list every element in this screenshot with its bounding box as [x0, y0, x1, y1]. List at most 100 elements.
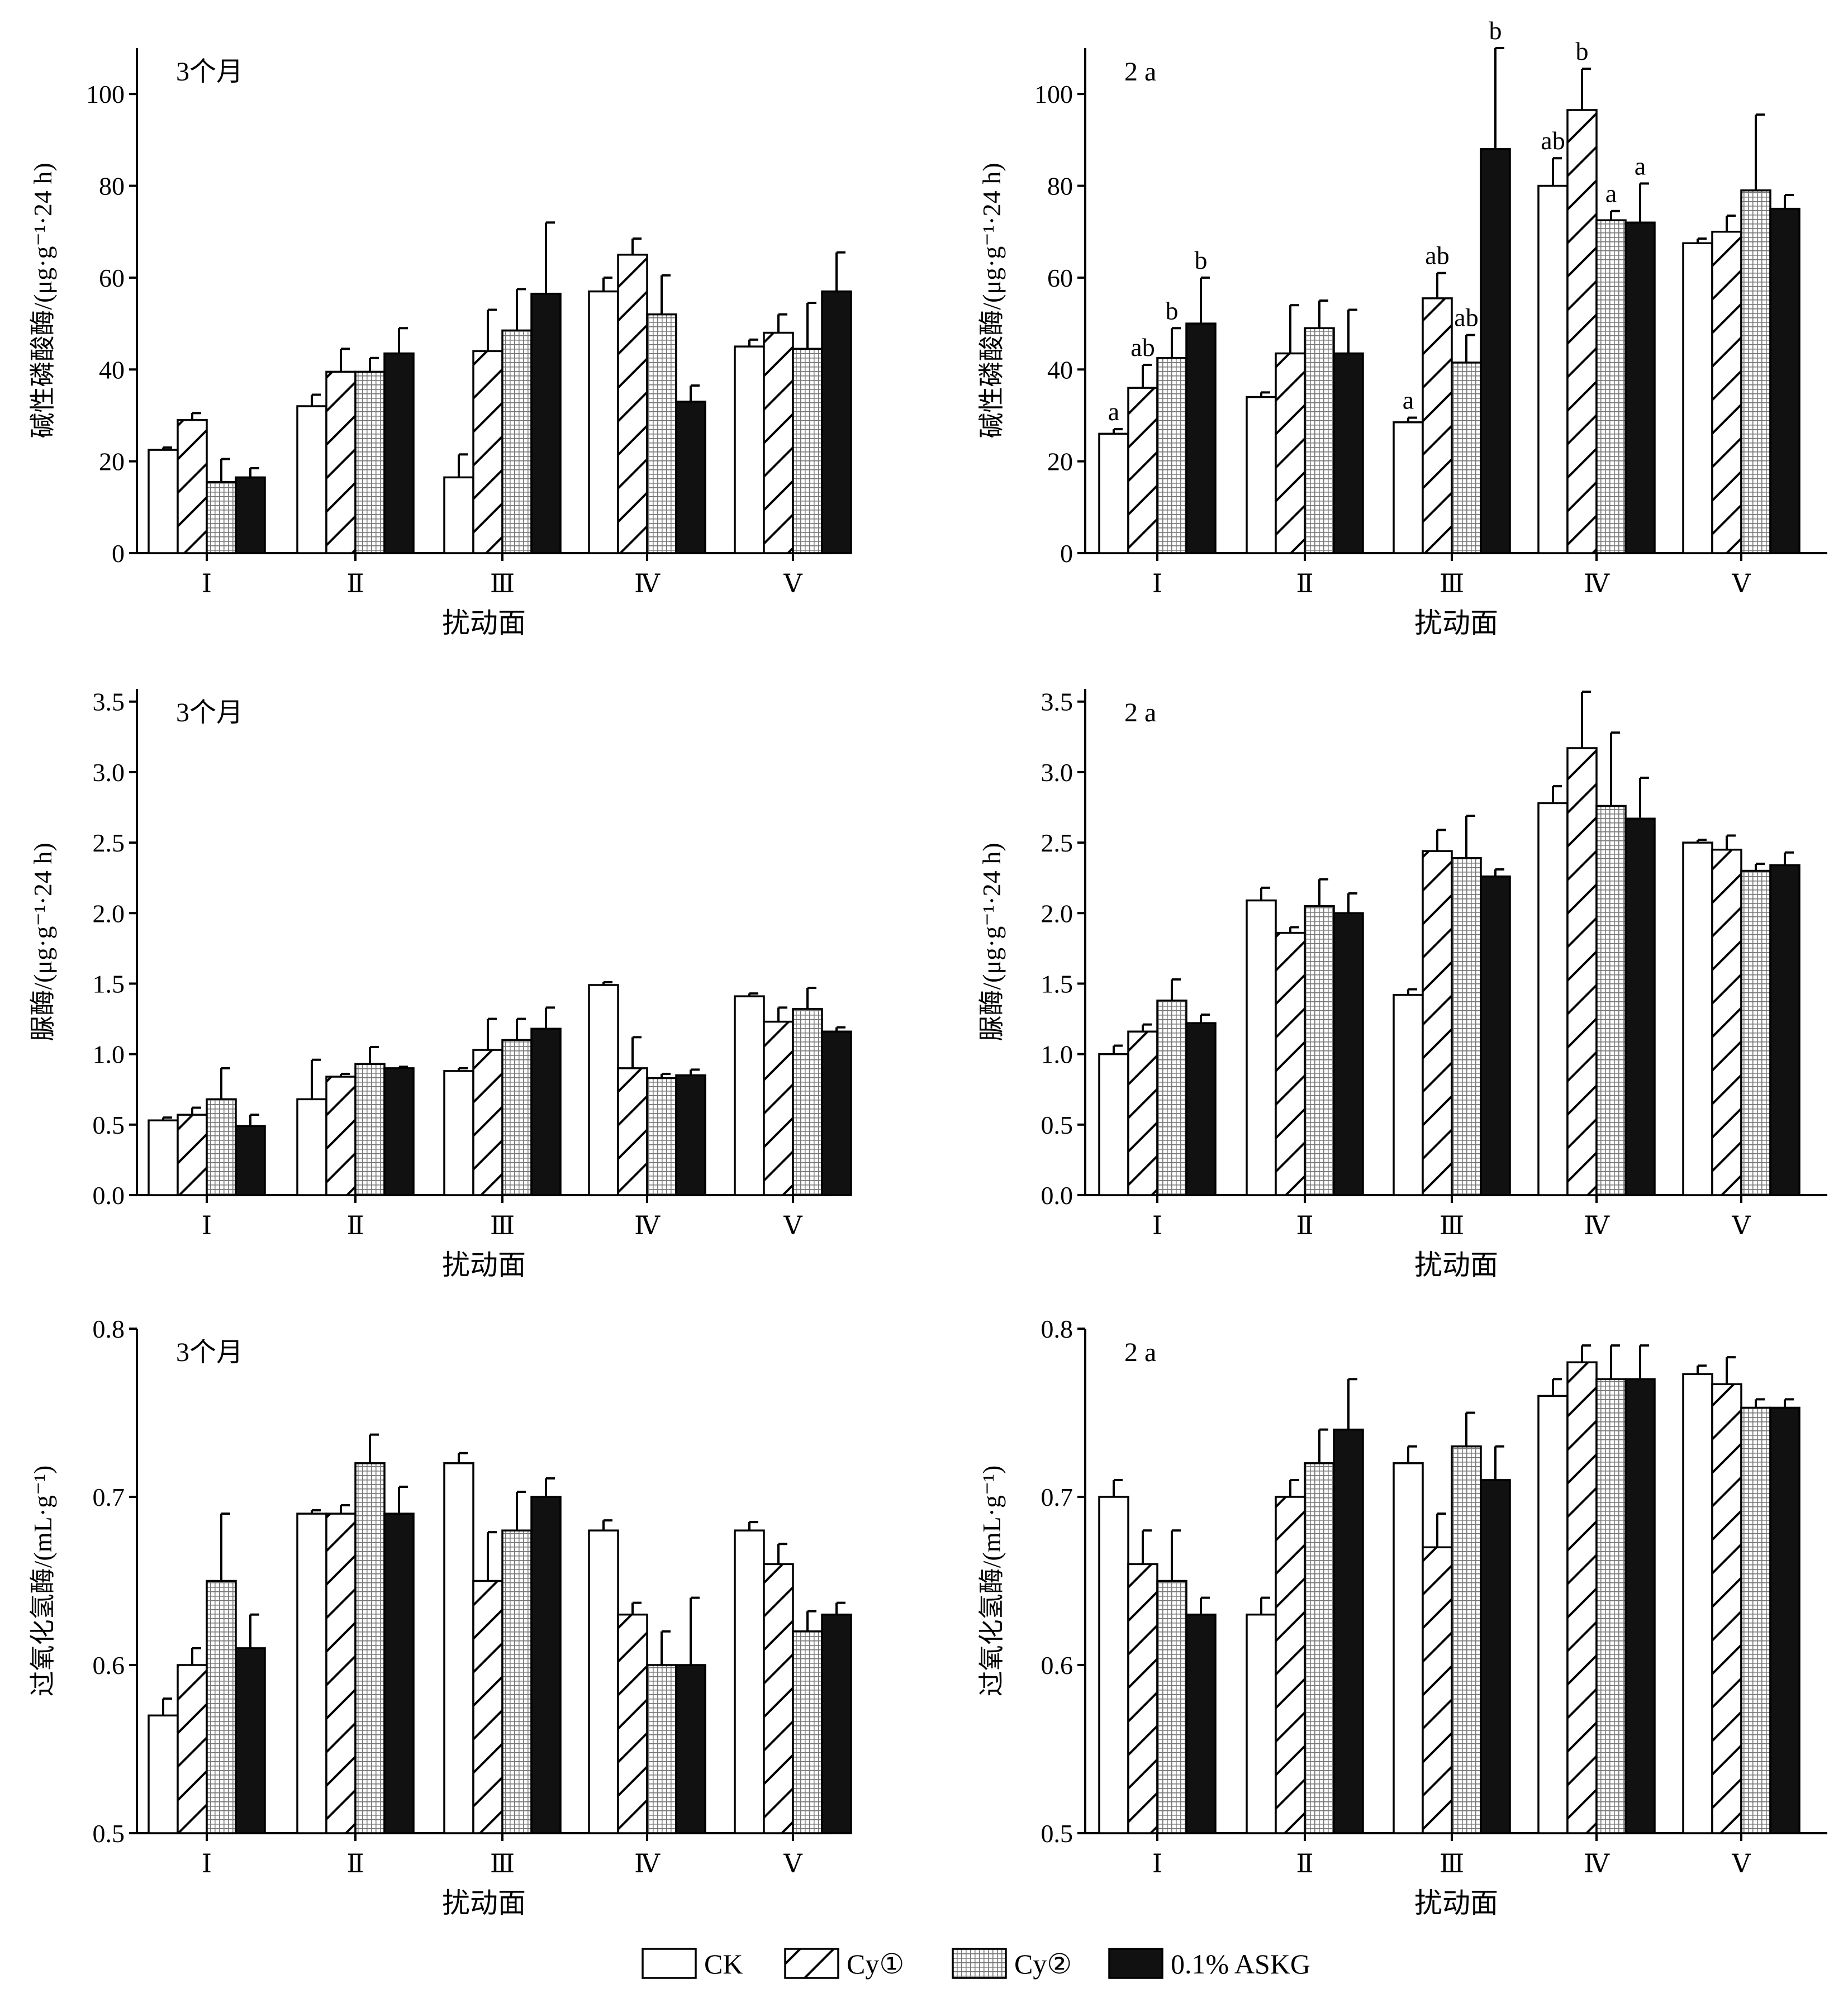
x-tick-label: Ⅰ — [1152, 1849, 1162, 1878]
bar-cy- — [1740, 189, 1771, 554]
y-tick-label: 100 — [1034, 80, 1073, 108]
panel-tag: 2 a — [1124, 57, 1156, 87]
bar-cy- — [1422, 1546, 1453, 1834]
y-tick-label: 3.5 — [93, 688, 125, 716]
bar-0-1-askg — [235, 476, 266, 554]
y-axis-label: 过氧化氢酶/(mL·g⁻¹) — [977, 1466, 1006, 1697]
bar-0-1-askg — [1769, 864, 1801, 1196]
bar-ck — [1098, 1053, 1129, 1196]
x-axis-label: 扰动面 — [442, 1887, 526, 1919]
x-axis-label: 扰动面 — [1414, 607, 1498, 639]
bar-cy- — [646, 1077, 677, 1196]
y-axis-label: 脲酶/(μg·g⁻¹·24 h) — [977, 843, 1006, 1041]
bar-0-1-askg — [675, 1664, 706, 1834]
bar-cy- — [325, 1512, 357, 1834]
x-tick-label: Ⅲ — [1440, 569, 1464, 598]
bar-ck — [443, 1070, 474, 1196]
x-tick-label: Ⅴ — [783, 569, 802, 598]
x-tick-label: Ⅱ — [1296, 1211, 1313, 1240]
x-tick-label: Ⅰ — [1152, 1211, 1162, 1240]
panel-tag: 2 a — [1124, 1338, 1156, 1367]
bar-cy- — [501, 1529, 533, 1834]
bar-cy- — [1156, 1580, 1187, 1834]
bar-cy- — [472, 1049, 503, 1196]
bar-cy- — [1304, 327, 1335, 554]
legend-label: Cy② — [1014, 1948, 1072, 1980]
bar-cy- — [325, 370, 357, 554]
bar-0-1-askg — [1624, 221, 1656, 554]
legend-label: CK — [704, 1948, 743, 1980]
legend-label: Cy① — [847, 1948, 904, 1980]
bar-ck — [148, 449, 179, 554]
bar-0-1-askg — [530, 292, 562, 554]
bar-ck — [1682, 242, 1713, 554]
y-tick-label: 0.5 — [1041, 1819, 1073, 1848]
bar-cy- — [1711, 230, 1742, 554]
bar-ck — [1246, 899, 1277, 1196]
x-tick-label: Ⅴ — [783, 1849, 802, 1878]
bar-cy- — [1740, 1406, 1771, 1834]
panel-tag: 3个月 — [176, 698, 243, 727]
bar-ck — [1098, 1496, 1129, 1834]
x-tick-label: Ⅰ — [202, 1211, 212, 1240]
chart-panel: 0.0 0.5 1.0 1.5 2.0 2.5 3.0 3.5 Ⅰ Ⅱ Ⅲ Ⅳ Ⅴ 3个月脲酶/(μg·g… — [28, 688, 852, 1281]
y-tick-label: 2.0 — [1041, 899, 1073, 927]
bar-ck — [734, 995, 765, 1196]
y-tick-label: 100 — [86, 80, 125, 108]
y-tick-label: 80 — [1047, 172, 1073, 201]
legend-item: Cy① — [784, 1948, 904, 1980]
y-tick-label: 0.7 — [93, 1483, 125, 1511]
y-tick-label: 0 — [112, 539, 125, 568]
y-tick-label: 0.5 — [93, 1819, 125, 1848]
bar-ck — [443, 1462, 474, 1834]
legend-swatch — [952, 1948, 1007, 1979]
bar-cy- — [1566, 1361, 1598, 1834]
bar-0-1-askg — [235, 1647, 266, 1834]
bar-ck — [588, 1529, 619, 1834]
y-tick-label: 3.0 — [1041, 758, 1073, 787]
bar-cy- — [206, 1098, 237, 1196]
y-tick-label: 60 — [1047, 264, 1073, 292]
x-axis-label: 扰动面 — [442, 607, 526, 639]
y-axis-label: 碱性磷酸酶/(μg·g⁻¹·24 h) — [977, 163, 1006, 438]
significance-letter: b — [1576, 37, 1589, 65]
y-tick-label: 1.5 — [1041, 969, 1073, 998]
bar-0-1-askg — [1480, 875, 1511, 1196]
y-tick-label: 0.5 — [93, 1111, 125, 1139]
x-tick-label: Ⅲ — [1440, 1849, 1464, 1878]
y-axis-label: 过氧化氢酶/(mL·g⁻¹) — [28, 1466, 57, 1697]
bar-cy- — [501, 329, 533, 554]
x-tick-label: Ⅱ — [1296, 569, 1313, 598]
x-axis-label: 扰动面 — [1414, 1887, 1498, 1919]
panel-tag: 2 a — [1124, 698, 1156, 727]
y-tick-label: 0.7 — [1041, 1483, 1073, 1511]
bar-cy- — [1451, 1445, 1482, 1834]
bar-0-1-askg — [235, 1125, 266, 1196]
x-tick-label: Ⅳ — [1584, 1849, 1610, 1878]
bar-0-1-askg — [821, 290, 852, 554]
significance-letter: ab — [1541, 126, 1565, 155]
y-tick-label: 40 — [99, 355, 125, 384]
bar-ck — [1393, 421, 1424, 554]
bar-cy- — [177, 1114, 208, 1196]
y-tick-label: 0.6 — [93, 1651, 125, 1680]
bar-ck — [1537, 1395, 1569, 1834]
y-tick-label: 60 — [99, 264, 125, 292]
y-tick-label: 2.5 — [93, 829, 125, 857]
y-tick-label: 3.5 — [1041, 688, 1073, 716]
y-tick-label: 1.0 — [93, 1040, 125, 1069]
bar-cy- — [472, 1580, 503, 1834]
bar-ck — [1098, 432, 1129, 554]
bar-0-1-askg — [1480, 1479, 1511, 1834]
bar-0-1-askg — [530, 1028, 562, 1196]
significance-letter: b — [1195, 246, 1208, 274]
bar-cy- — [177, 418, 208, 554]
y-tick-label: 0 — [1060, 539, 1073, 568]
bar-cy- — [1275, 931, 1306, 1196]
bar-cy- — [1566, 747, 1598, 1196]
bar-cy- — [1740, 869, 1771, 1196]
bar-ck — [1537, 802, 1569, 1196]
bar-cy- — [1422, 297, 1453, 554]
legend-item: 0.1% ASKG — [1108, 1948, 1310, 1980]
bar-0-1-askg — [1480, 148, 1511, 554]
